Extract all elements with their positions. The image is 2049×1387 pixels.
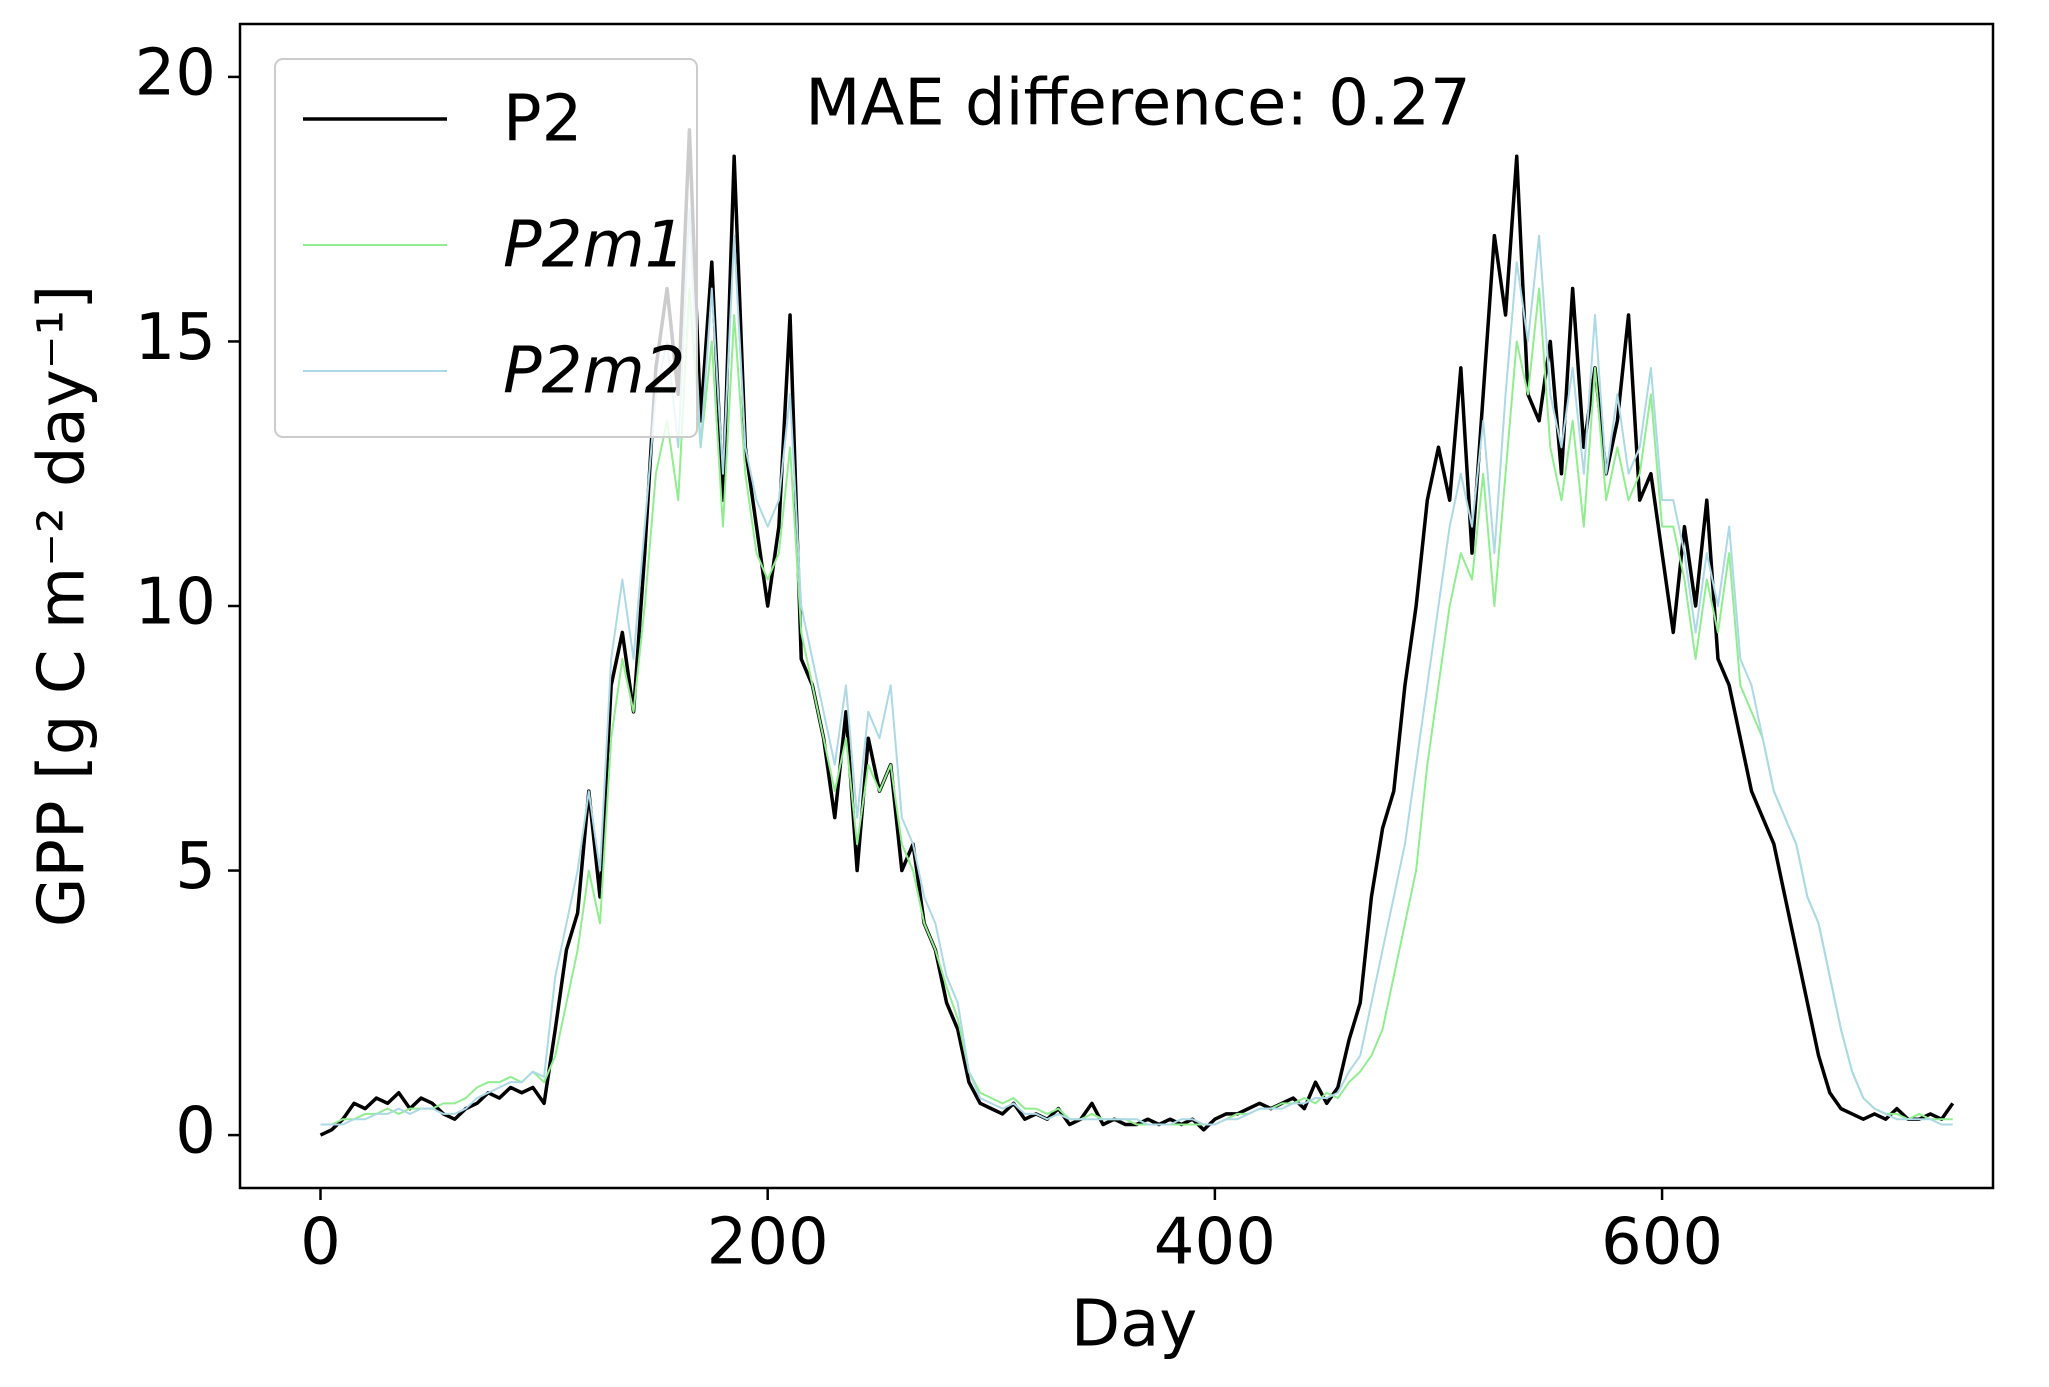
legend-label: P2 (503, 83, 582, 157)
legend-label: P2m1 (503, 209, 685, 283)
y-tick-label: 5 (175, 830, 216, 904)
x-tick-label: 0 (300, 1206, 341, 1280)
x-tick-label: 200 (707, 1206, 829, 1280)
x-tick-label: 600 (1601, 1206, 1723, 1280)
legend-box (274, 58, 698, 438)
y-tick-label: 15 (135, 301, 216, 375)
series-line (320, 287, 1953, 1126)
legend-label: P2m2 (503, 335, 685, 409)
x-tick-label: 400 (1154, 1206, 1276, 1280)
series-line (320, 208, 1953, 1126)
x-axis-label: Day (1071, 1288, 1197, 1362)
y-tick-label: 0 (175, 1095, 216, 1169)
y-tick-label: 20 (135, 36, 216, 110)
annotation: MAE difference: 0.27 (805, 67, 1470, 141)
y-tick-label: 10 (135, 566, 216, 640)
y-axis-label: GPP [g C m⁻² day⁻¹] (26, 285, 100, 927)
